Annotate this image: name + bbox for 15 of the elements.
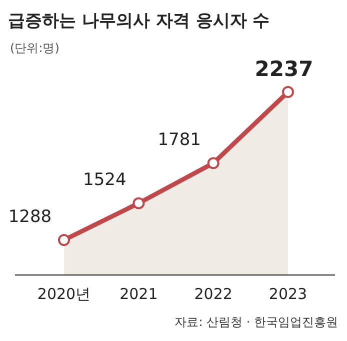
point (207, 157, 220, 170)
x-tick-label: 2021 (120, 285, 158, 303)
annotation: 자료: 산림청 · 한국임업진흥원 (174, 315, 338, 329)
x-tick-label: 2020년 (37, 285, 91, 303)
point (132, 197, 145, 210)
point (282, 86, 294, 98)
chart-subtitle: (단위:명) (10, 41, 60, 55)
data-label: 1781 (158, 130, 201, 150)
x-tick-label: 2023 (268, 285, 308, 303)
chart-title: 급증하는 나무의사 자격 응시자 수 (8, 11, 270, 31)
data-label: 1524 (83, 170, 126, 190)
data-label: 2237 (254, 57, 314, 81)
x-tick-label: 2022 (194, 285, 232, 303)
point (58, 234, 70, 246)
data-label: 1288 (8, 207, 52, 227)
